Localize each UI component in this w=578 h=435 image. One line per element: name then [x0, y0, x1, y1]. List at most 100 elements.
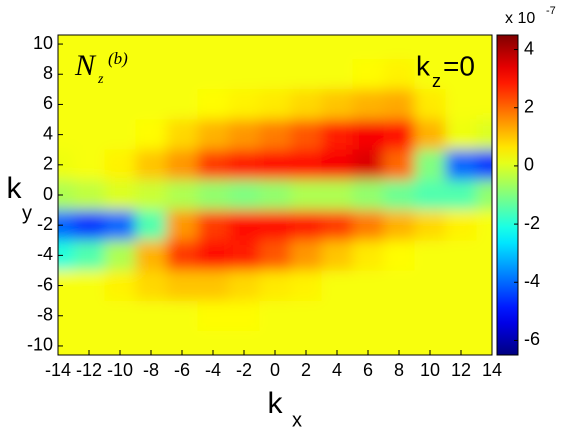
heatmap-cell: [73, 149, 105, 181]
heatmap-cell: [476, 179, 492, 211]
heatmap-cell: [197, 210, 229, 241]
heatmap-cell: [197, 179, 229, 211]
heatmap-cell: [73, 300, 105, 332]
heatmap-cell: [321, 300, 353, 332]
heatmap-cell: [228, 89, 260, 121]
x-tick-label: -14: [45, 360, 71, 380]
heatmap-cell: [476, 240, 492, 271]
annotation: k: [416, 50, 431, 81]
heatmap-cell: [259, 240, 291, 271]
heatmap-cell: [197, 270, 229, 302]
heatmap-cell: [166, 149, 198, 181]
x-tick-label: -4: [205, 360, 221, 380]
x-tick-label: -2: [236, 360, 252, 380]
heatmap-cell: [352, 179, 384, 211]
heatmap-cell: [259, 35, 291, 60]
heatmap-cell: [228, 179, 260, 211]
heatmap-cell: [352, 35, 384, 60]
heatmap-cell: [383, 89, 415, 121]
heatmap-cell: [476, 330, 492, 355]
x-tick-label: 6: [363, 360, 373, 380]
heatmap-cell: [383, 179, 415, 211]
heatmap-cell: [104, 119, 136, 151]
heatmap-cell: [228, 59, 260, 90]
math-label: N: [74, 49, 97, 82]
heatmap-cell: [445, 179, 477, 211]
colorbar-multiplier: x 10: [505, 10, 535, 27]
heatmap-cell: [476, 35, 492, 60]
heatmap-cell: [58, 270, 74, 302]
heatmap-cell: [197, 59, 229, 90]
heatmap-cell: [135, 149, 167, 181]
heatmap-cell: [321, 270, 353, 302]
heatmap-cell: [383, 35, 415, 60]
heatmap-cell: [104, 240, 136, 271]
heatmap-cell: [383, 119, 415, 151]
heatmap-cell: [445, 270, 477, 302]
heatmap-cell: [259, 89, 291, 121]
x-label-sub: x: [292, 409, 302, 431]
heatmap-cell: [321, 210, 353, 241]
annotation-sub: z: [432, 71, 441, 91]
y-tick-label: 6: [43, 93, 53, 113]
heatmap-cell: [135, 240, 167, 271]
heatmap-cell: [228, 300, 260, 332]
colorbar-tick-label: -6: [524, 329, 540, 349]
x-tick-label: 8: [394, 360, 404, 380]
heatmap-cell: [73, 210, 105, 241]
x-tick-label: 14: [482, 360, 502, 380]
heatmap-cell: [290, 270, 322, 302]
x-tick-label: -10: [107, 360, 133, 380]
heatmap-cell: [228, 270, 260, 302]
heatmap-cell: [228, 210, 260, 241]
heatmap-cell: [197, 35, 229, 60]
heatmap-cell: [73, 89, 105, 121]
heatmap-cell: [58, 149, 74, 181]
y-tick-label: -10: [27, 335, 53, 355]
y-tick-label: -8: [37, 305, 53, 325]
heatmap-cell: [58, 210, 74, 241]
heatmap-cell: [259, 300, 291, 332]
heatmap-cell: [197, 119, 229, 151]
heatmap-cell: [445, 119, 477, 151]
heatmap-cell: [259, 270, 291, 302]
heatmap-cell: [135, 270, 167, 302]
heatmap-cell: [321, 119, 353, 151]
heatmap-cell: [445, 35, 477, 60]
heatmap-cell: [414, 270, 446, 302]
heatmap-cell: [476, 210, 492, 241]
heatmap-cell: [321, 179, 353, 211]
y-label-sub: y: [22, 202, 32, 224]
y-tick-label: -6: [37, 274, 53, 294]
heatmap-cell: [445, 89, 477, 121]
heatmap-cell: [166, 240, 198, 271]
heatmap-cell: [383, 240, 415, 271]
heatmap-cell: [476, 119, 492, 151]
x-label: k: [268, 387, 284, 420]
colorbar-tick-label: -4: [524, 271, 540, 291]
colorbar-exponent: -7: [546, 5, 556, 17]
y-label: k: [7, 172, 23, 205]
heatmap-cell: [290, 240, 322, 271]
colorbar: [496, 34, 519, 356]
heatmap-cell: [445, 59, 477, 90]
heatmap-cell: [259, 179, 291, 211]
heatmap-cell: [476, 149, 492, 181]
heatmap-cell: [352, 119, 384, 151]
heatmap-cell: [104, 35, 136, 60]
heatmap-cell: [352, 300, 384, 332]
heatmap-cell: [445, 240, 477, 271]
heatmap-cell: [290, 210, 322, 241]
heatmap-cell: [476, 270, 492, 302]
heatmap-cell: [352, 59, 384, 90]
heatmap-cell: [197, 89, 229, 121]
heatmap-cell: [73, 240, 105, 271]
heatmap-cell: [58, 179, 74, 211]
heatmap-cell: [259, 210, 291, 241]
x-tick-label: -12: [76, 360, 102, 380]
heatmap-cell: [135, 119, 167, 151]
y-tick-label: 10: [33, 33, 53, 53]
heatmap-cell: [58, 300, 74, 332]
x-tick-label: 10: [420, 360, 440, 380]
